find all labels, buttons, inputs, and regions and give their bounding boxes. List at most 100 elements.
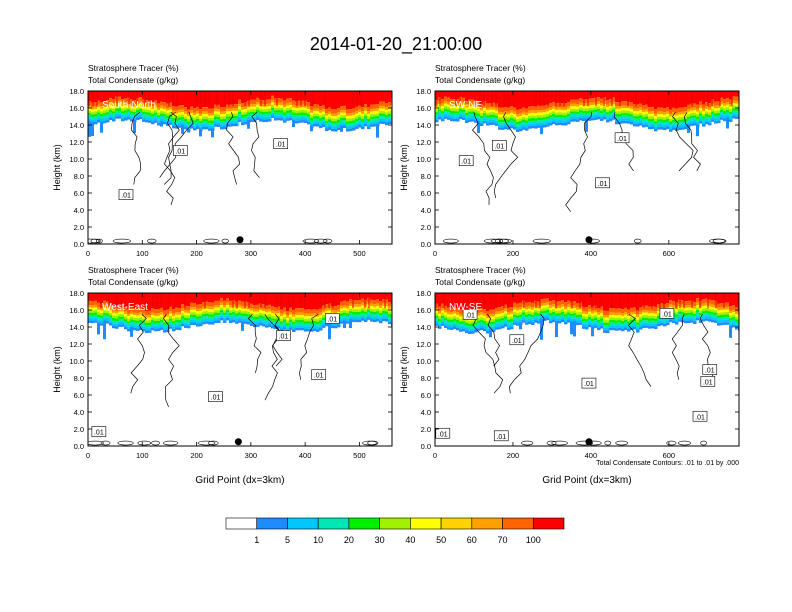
field-label-condensate: Total Condensate (g/kg) (88, 277, 178, 287)
field-label-tracer: Stratosphere Tracer (%) (435, 265, 526, 275)
condensate-contour (247, 314, 262, 373)
y-tick-label: 0.0 (74, 240, 84, 249)
svg-text:.01: .01 (584, 381, 594, 388)
colorbar-label: 20 (344, 535, 354, 545)
contour-label: .01 (91, 426, 107, 437)
condensate-contour (162, 314, 180, 408)
x-tick-label: 300 (245, 249, 258, 258)
condensate-contour (565, 112, 592, 212)
condensate-contour (615, 440, 629, 446)
condensate-contour (709, 238, 726, 244)
colorbar-swatch (348, 517, 380, 530)
x-tick-label: 200 (507, 451, 520, 460)
condensate-contour (208, 440, 219, 446)
condensate-contour (323, 238, 333, 244)
y-tick-label: 0.0 (421, 240, 431, 249)
x-tick-label: 0 (433, 451, 437, 460)
contour-label: .01 (118, 189, 134, 200)
colorbar-label: 5 (285, 535, 290, 545)
condensate-contour (551, 440, 568, 446)
y-tick-label: 14.0 (416, 323, 431, 332)
condensate-contour (251, 111, 260, 178)
y-tick-label: 18.0 (69, 87, 84, 96)
x-tick-label: 500 (353, 451, 366, 460)
condensate-contour (226, 112, 240, 185)
colorbar-swatch (440, 517, 473, 530)
svg-text:.01: .01 (494, 143, 504, 150)
y-tick-label: 10.0 (69, 357, 84, 366)
contour-label: .01 (702, 364, 718, 375)
colorbar: 1 5 10 20 30 40 50 60 70 100 (225, 517, 565, 545)
condensate-contour (604, 440, 612, 446)
condensate-contour (472, 112, 494, 205)
contour-label: .01 (172, 145, 188, 156)
y-tick-label: 8.0 (74, 374, 84, 383)
panel-name: NW-SE (449, 302, 482, 313)
condensate-contour (684, 112, 701, 172)
colorbar-swatch (256, 517, 288, 530)
condensate-contour (313, 238, 328, 244)
x-tick-label: 400 (585, 451, 598, 460)
condensate-contour (472, 314, 504, 394)
svg-text:.01: .01 (327, 317, 337, 324)
colorbar-label: 1 (254, 535, 259, 545)
condensate-contour (483, 238, 501, 244)
plot-frame (87, 90, 393, 245)
tracer-field (435, 91, 739, 244)
plot-frame (434, 90, 740, 245)
y-axis-label: Height (km) (399, 144, 409, 191)
contour-label: .01 (659, 308, 675, 319)
svg-text:.01: .01 (598, 181, 608, 188)
svg-text:.01: .01 (617, 136, 627, 143)
y-tick-label: 8.0 (74, 172, 84, 181)
x-axis-label: Grid Point (dx=3km) (542, 475, 631, 486)
tracer-field (435, 293, 739, 446)
y-tick-label: 18.0 (416, 289, 431, 298)
contour-label: .01 (311, 369, 327, 380)
panel-south-north: Stratosphere Tracer (%) Total Condensate … (52, 63, 393, 258)
condensate-contour (712, 238, 727, 244)
svg-text:.01: .01 (175, 149, 185, 156)
svg-text:.01: .01 (512, 338, 522, 345)
location-marker (585, 438, 593, 446)
tracer-field (88, 293, 392, 446)
condensate-contour (634, 238, 642, 244)
field-label-tracer: Stratosphere Tracer (%) (88, 63, 179, 73)
condensate-contour (117, 440, 134, 446)
condensate-contour (131, 111, 142, 185)
condensate-contour (197, 440, 216, 446)
contour-label: .01 (324, 313, 340, 324)
contour-label: .01 (276, 330, 291, 341)
condensate-contour (96, 238, 103, 244)
y-tick-label: 16.0 (69, 306, 84, 315)
condensate-contour (221, 238, 229, 244)
svg-text:.01: .01 (465, 312, 475, 319)
panel-name: South-North (102, 100, 156, 111)
svg-text:.01: .01 (695, 414, 705, 421)
colorbar-label: 30 (375, 535, 385, 545)
x-tick-label: 600 (663, 451, 676, 460)
x-tick-label: 100 (136, 249, 149, 258)
colorbar-swatch (502, 517, 534, 530)
svg-text:.01: .01 (314, 373, 324, 380)
condensate-contour (90, 238, 101, 244)
colorbar-swatch (287, 517, 319, 530)
y-tick-label: 8.0 (421, 374, 431, 383)
x-tick-label: 0 (433, 249, 437, 258)
location-marker (236, 236, 244, 244)
condensate-contour (671, 314, 685, 380)
x-tick-label: 200 (190, 451, 203, 460)
tracer-field (88, 91, 392, 244)
condensate-contour (130, 313, 147, 394)
condensate-contour (112, 238, 131, 244)
y-tick-label: 8.0 (421, 172, 431, 181)
plot-frame (87, 292, 393, 447)
y-tick-label: 6.0 (74, 189, 84, 198)
y-tick-label: 10.0 (416, 357, 431, 366)
x-tick-label: 400 (299, 451, 312, 460)
colorbar-label: 100 (526, 535, 541, 545)
y-tick-label: 10.0 (416, 155, 431, 164)
condensate-contour (493, 112, 519, 199)
y-tick-label: 6.0 (74, 391, 84, 400)
